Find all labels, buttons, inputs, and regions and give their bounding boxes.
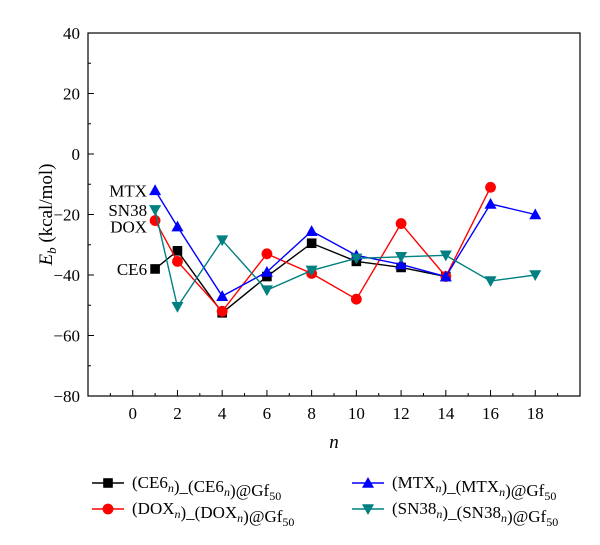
x-tick-label: 12: [393, 404, 410, 423]
legend-entry-2: (DOXn)_(DOXn)@Gf50: [92, 499, 294, 529]
x-tick-label: 6: [263, 404, 272, 423]
legend-marker: [102, 503, 114, 515]
data-point: [485, 181, 496, 193]
x-tick-label: 0: [128, 404, 137, 423]
data-point: [529, 208, 542, 220]
series-4: [149, 205, 542, 313]
data-point: [306, 238, 317, 249]
y-tick-label: −60: [53, 327, 80, 346]
legend: (CE6n)_(CE6n)@Gf50(DOXn)_(DOXn)@Gf50 (MTX…: [92, 473, 558, 529]
x-tick-label: 2: [173, 404, 182, 423]
legend-label: (CE6n)_(CE6n)@Gf50: [132, 473, 281, 503]
plot-frame: [87, 32, 581, 397]
series-1: [150, 238, 451, 318]
series-line: [154, 189, 536, 298]
legend-marker: [362, 477, 374, 488]
series-2: [149, 181, 496, 317]
data-point: [350, 253, 363, 265]
data-point: [484, 276, 497, 288]
legend-marker: [103, 478, 113, 488]
data-point: [149, 205, 162, 216]
legend-label: (SN38n)_(SN38n)@Gf50: [392, 499, 558, 529]
data-point: [172, 255, 183, 267]
data-point: [529, 270, 542, 281]
data-point: [150, 264, 160, 274]
data-point: [305, 225, 318, 236]
data-point: [172, 246, 183, 256]
data-point: [216, 290, 229, 301]
y-axis-title: Eb (kcal/mol): [36, 164, 59, 267]
data-point: [260, 265, 273, 277]
y-tick-label: −80: [53, 387, 80, 406]
annotation-label: SN38: [108, 201, 147, 220]
series-line: [154, 242, 446, 314]
series-line: [154, 186, 492, 313]
y-tick-label: 0: [72, 145, 81, 164]
annotation-label: DOX: [110, 218, 147, 237]
y-tick-label: 20: [63, 85, 80, 104]
data-point: [395, 252, 408, 263]
y-tick-label: −40: [53, 266, 80, 285]
data-point: [171, 220, 184, 232]
annotation-label: MTX: [109, 181, 147, 200]
legend-label: (DOXn)_(DOXn)@Gf50: [132, 499, 294, 529]
annotation-label: CE6: [117, 260, 147, 279]
data-point: [171, 301, 184, 313]
legend-label: (MTXn)_(MTXn)@Gf50: [392, 473, 556, 503]
data-point: [149, 184, 162, 196]
data-point: [395, 258, 408, 270]
legend-entry-1: (CE6n)_(CE6n)@Gf50: [92, 473, 281, 503]
series-group: [149, 181, 542, 318]
y-tick-label: −20: [53, 206, 80, 225]
data-point: [350, 293, 362, 305]
x-tick-label: 8: [307, 404, 316, 423]
series-line: [154, 209, 536, 309]
data-point: [395, 218, 407, 229]
y-axis-title-sub: b: [44, 247, 59, 254]
legend-marker: [362, 504, 374, 515]
series-3: [149, 184, 542, 301]
data-point: [439, 270, 452, 282]
x-tick-label: 18: [527, 404, 544, 423]
axis-ticks: 0 2 4 6 8 10 12 14 16 18 −80 −60 −40 −20 0 20 40: [53, 24, 559, 423]
y-tick-label: 40: [63, 24, 80, 43]
data-point: [439, 250, 452, 262]
y-axis-title-main: E: [36, 254, 57, 267]
plot-area: [87, 32, 581, 397]
x-tick-label: 4: [218, 404, 227, 423]
legend-entry-4: (SN38n)_(SN38n)@Gf50: [352, 499, 558, 529]
y-axis-title-rest: (kcal/mol): [36, 164, 57, 248]
data-point: [261, 248, 273, 260]
legend-entry-3: (MTXn)_(MTXn)@Gf50: [352, 473, 556, 503]
x-tick-label: 10: [348, 404, 365, 423]
data-point: [484, 197, 497, 209]
x-axis-title: n: [329, 432, 339, 453]
x-tick-label: 16: [482, 404, 499, 423]
data-point: [305, 265, 318, 277]
x-tick-label: 14: [437, 404, 455, 423]
data-point: [216, 305, 228, 317]
data-point: [216, 235, 229, 247]
data-point: [260, 285, 273, 297]
